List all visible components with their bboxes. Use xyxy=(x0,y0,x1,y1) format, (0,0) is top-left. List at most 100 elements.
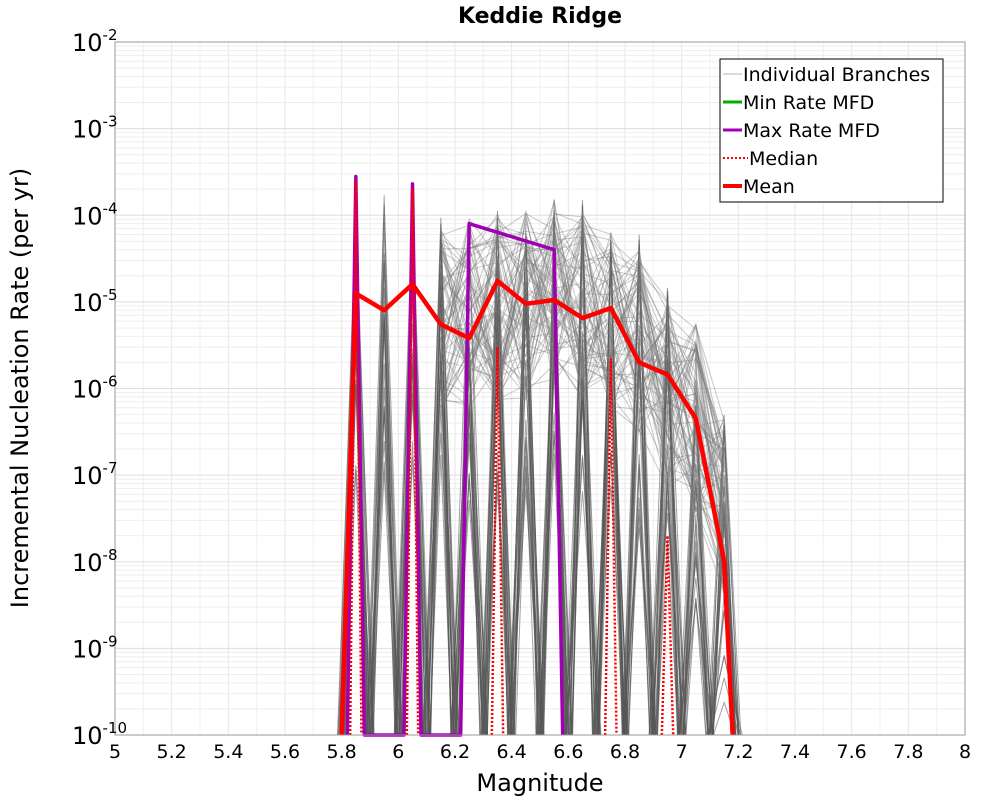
x-tick-label: 5 xyxy=(109,741,121,763)
branch-line xyxy=(440,250,725,521)
x-axis-label: Magnitude xyxy=(476,769,603,797)
branch-line xyxy=(682,514,709,736)
branch-line xyxy=(455,221,483,736)
branch-line xyxy=(440,219,725,553)
branch-line xyxy=(396,399,429,736)
branch-line xyxy=(656,471,679,736)
branch-line xyxy=(624,262,654,736)
branch-line xyxy=(440,245,725,473)
branch-line xyxy=(440,256,725,483)
branch-line xyxy=(440,212,725,466)
branch-line xyxy=(486,472,509,736)
branch-line xyxy=(440,279,725,450)
branch-line xyxy=(683,540,709,736)
branch-line xyxy=(440,232,725,453)
branch-line xyxy=(709,501,739,736)
branch-line xyxy=(425,224,457,736)
legend-label: Max Rate MFD xyxy=(743,120,880,142)
x-tick-label: 7.4 xyxy=(780,741,810,763)
branch-line xyxy=(370,195,399,736)
branch-line xyxy=(395,348,430,736)
branch-line xyxy=(440,215,725,510)
branch-line xyxy=(440,241,725,452)
branch-line xyxy=(596,247,626,736)
x-tick-label: 6 xyxy=(392,741,404,763)
branch-line xyxy=(367,262,402,736)
branch-line xyxy=(709,524,739,736)
branch-line xyxy=(652,295,683,736)
branch-line xyxy=(440,249,725,468)
branch-line xyxy=(365,440,403,736)
branch-line xyxy=(440,212,725,498)
branch-line xyxy=(535,412,573,736)
branch-line xyxy=(440,254,725,473)
branch-line xyxy=(622,509,656,736)
branch-line xyxy=(480,218,515,736)
branch-line xyxy=(509,437,543,736)
branch-line xyxy=(440,264,725,594)
y-tick-label: 10-10 xyxy=(72,719,127,750)
y-tick-label: 10-2 xyxy=(72,26,118,57)
branch-line xyxy=(440,235,725,514)
branch-line xyxy=(509,237,543,736)
branch-line xyxy=(440,223,725,454)
branch-line xyxy=(480,270,515,736)
branch-line xyxy=(440,251,725,467)
branch-line xyxy=(622,239,657,736)
branch-line xyxy=(707,414,742,736)
legend-label: Min Rate MFD xyxy=(743,92,874,114)
branch-line xyxy=(678,479,714,736)
branch-line xyxy=(394,323,431,736)
branch-line xyxy=(440,261,725,438)
x-tick-label: 5.6 xyxy=(270,741,300,763)
x-tick-label: 6.2 xyxy=(440,741,470,763)
x-tick-label: 8 xyxy=(959,741,971,763)
branch-line xyxy=(440,212,725,451)
branch-line xyxy=(440,239,725,482)
branch-line xyxy=(685,523,707,736)
branch-line xyxy=(440,223,725,500)
branch-line xyxy=(656,290,679,736)
x-tick-label: 7 xyxy=(676,741,688,763)
branch-line xyxy=(440,236,725,594)
branch-line xyxy=(440,244,725,473)
x-tick-labels: 5 5.2 5.4 5.6 5.8 6 6.2 6.4 6.6 6.8 7 7.2 7.4 7.6 7.8 8 xyxy=(109,741,971,763)
y-tick-label: 10-5 xyxy=(72,286,118,317)
branch-line xyxy=(652,314,683,736)
branch-line xyxy=(594,276,628,736)
branch-line xyxy=(651,500,684,736)
median-line xyxy=(405,189,420,736)
branch-line xyxy=(566,406,599,736)
branch-line xyxy=(440,240,725,573)
branch-line xyxy=(440,229,725,505)
branch-line xyxy=(512,298,540,736)
branch-line xyxy=(626,516,652,736)
y-tick-labels: 10-10 10-9 10-8 10-7 10-6 10-5 10-4 10-3 10-2 xyxy=(72,26,127,750)
x-tick-label: 7.6 xyxy=(837,741,867,763)
branch-line xyxy=(598,342,624,736)
branch-line xyxy=(685,598,707,736)
branch-line xyxy=(440,219,725,518)
y-tick-label: 10-8 xyxy=(72,546,118,577)
legend: Individual Branches Min Rate MFD Max Rate … xyxy=(719,58,944,203)
median-line xyxy=(348,180,363,736)
x-tick-label: 6.4 xyxy=(497,741,527,763)
y-tick-label: 10-9 xyxy=(72,632,118,663)
branch-line xyxy=(564,372,601,736)
median-line xyxy=(660,535,675,736)
branch-line xyxy=(440,223,725,535)
branch-line xyxy=(429,404,452,736)
branch-line xyxy=(440,217,725,601)
branch-line xyxy=(440,217,725,468)
mean-line xyxy=(339,278,735,736)
x-tick-label: 7.8 xyxy=(893,741,923,763)
legend-label: Median xyxy=(749,148,818,170)
branch-line xyxy=(621,286,657,736)
legend-label: Individual Branches xyxy=(743,64,930,86)
max-rate-mfd-line xyxy=(345,174,565,737)
branch-line xyxy=(440,221,725,578)
y-tick-label: 10-7 xyxy=(72,459,118,490)
branch-line xyxy=(625,497,654,736)
branch-line xyxy=(372,406,396,736)
branch-line xyxy=(440,287,725,512)
